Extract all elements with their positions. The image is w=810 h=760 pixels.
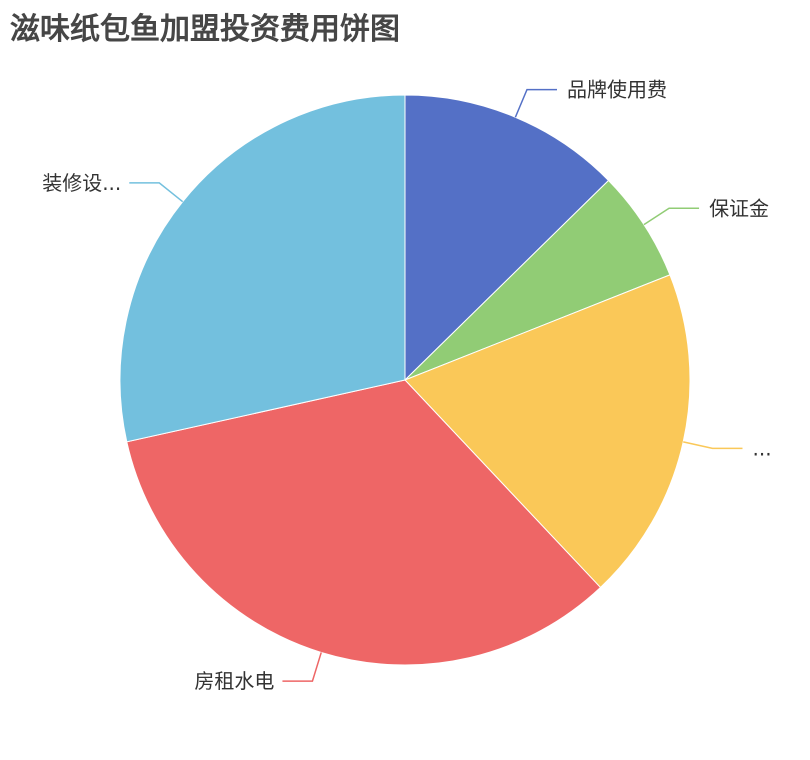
pie-slice[interactable] <box>404 274 691 589</box>
slice-label: ... <box>752 436 771 460</box>
label-line <box>514 88 557 118</box>
slice-label: 保证金 <box>709 196 769 220</box>
slice-label: 品牌使用费 <box>567 78 667 102</box>
pie-slice[interactable] <box>404 179 671 381</box>
pie-slice[interactable] <box>126 379 602 666</box>
label-line <box>129 182 184 203</box>
chart-title: 滋味纸包鱼加盟投资费用饼图 <box>10 12 400 47</box>
pie-slice[interactable] <box>119 94 406 443</box>
label-line <box>683 441 743 450</box>
label-line <box>282 652 322 682</box>
slice-label: 房租水电 <box>194 669 274 693</box>
label-line <box>643 207 700 226</box>
slice-label: 装修设... <box>42 171 121 195</box>
pie-slice[interactable] <box>404 94 610 382</box>
